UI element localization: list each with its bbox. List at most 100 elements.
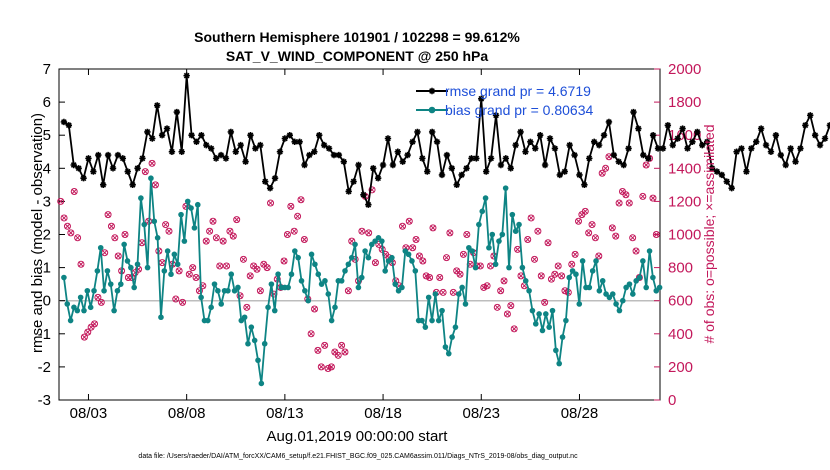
obs-possible-point: [267, 199, 275, 207]
y-tick-label: 6: [43, 94, 51, 111]
obs-possible-point: [212, 234, 220, 242]
obs-assimilated-point: [443, 254, 450, 261]
data-file-note: data file: /Users/raeder/DAI/ATM_forcXX/…: [138, 453, 578, 460]
bias-point: [522, 278, 529, 284]
obs-possible-point: [409, 244, 417, 252]
bias-point: [479, 208, 486, 215]
obs-assimilated-point: [524, 236, 531, 243]
bias-point: [248, 324, 255, 330]
obs-assimilated-point: [223, 263, 230, 269]
bias-point: [124, 258, 131, 264]
obs-assimilated-point: [342, 349, 348, 355]
obs-possible-point: [358, 227, 366, 235]
rmse-point: [610, 151, 618, 159]
obs-assimilated-point: [122, 231, 128, 238]
bias-point: [462, 301, 469, 307]
y2-tick-label: 0: [668, 392, 676, 409]
rmse-point: [492, 112, 500, 119]
bias-point: [178, 211, 184, 218]
obs-assimilated-point: [264, 264, 270, 271]
bias-point: [245, 340, 251, 347]
obs-assimilated-point: [507, 302, 514, 309]
rmse-point: [718, 171, 726, 179]
rmse-point: [728, 184, 735, 192]
obs-assimilated-point: [399, 223, 406, 230]
bias-point: [589, 268, 596, 274]
rmse-point: [424, 168, 431, 175]
obs-assimilated-point: [149, 160, 155, 167]
x-tick-label: 08/18: [364, 405, 402, 422]
rmse-point: [463, 165, 470, 172]
obs-possible-point: [443, 254, 451, 262]
obs-possible-point: [558, 272, 566, 280]
rmse-point: [674, 135, 681, 142]
rmse-point: [487, 155, 495, 162]
obs-assimilated-point: [220, 238, 226, 244]
rmse-point: [502, 155, 510, 162]
bias-point: [211, 281, 218, 287]
obs-possible-point: [324, 365, 332, 373]
obs-possible-point: [84, 328, 92, 336]
bias-point: [64, 301, 71, 307]
y-axis-left: -3 -2 -1 0 1 2 3 4 5 6 7: [38, 61, 65, 409]
rmse-point: [507, 165, 514, 172]
rmse-point: [188, 132, 195, 139]
obs-possible-point: [111, 234, 119, 242]
obs-assimilated-point: [67, 229, 74, 236]
rmse-point: [816, 141, 824, 149]
rmse-point: [399, 158, 406, 165]
rmse-point: [325, 145, 333, 152]
y2-tick-label: 800: [668, 260, 693, 277]
y-tick-label: 2: [43, 227, 51, 244]
rmse-point: [222, 155, 230, 162]
bias-point: [275, 271, 281, 278]
rmse-point: [129, 181, 136, 189]
obs-possible-point: [233, 216, 241, 224]
obs-assimilated-point: [345, 287, 352, 294]
obs-possible-point: [209, 217, 217, 225]
obs-assimilated-point: [311, 306, 318, 312]
bias-point: [379, 238, 385, 244]
obs-assimilated-point: [426, 274, 433, 281]
legend-rmse-label: rmse grand pr = 4.6719: [445, 83, 591, 99]
rmse-point: [124, 168, 131, 175]
obs-possible-point: [239, 255, 247, 263]
obs-assimilated-point: [430, 225, 436, 231]
rmse-point: [782, 161, 789, 169]
rmse-point: [679, 125, 686, 132]
x-tick-label: 08/08: [168, 405, 206, 422]
obs-possible-point: [497, 287, 505, 295]
obs-assimilated-point: [538, 273, 545, 279]
bias-point: [91, 287, 97, 294]
obs-possible-point: [642, 161, 650, 169]
bias-point: [549, 307, 556, 314]
rmse-point: [271, 175, 279, 182]
obs-possible-point: [189, 264, 197, 272]
rmse-point: [797, 145, 804, 152]
rmse-point: [419, 155, 426, 162]
obs-possible-point: [226, 227, 234, 235]
rmse-point: [90, 168, 97, 175]
obs-possible-point: [175, 267, 183, 275]
y-tick-label: 5: [43, 127, 51, 144]
obs-assimilated-point: [555, 263, 562, 269]
obs-assimilated-point: [318, 364, 325, 370]
obs-assimilated-point: [501, 277, 507, 284]
rmse-point: [365, 201, 372, 208]
obs-assimilated-point: [213, 234, 220, 241]
obs-assimilated-point: [338, 342, 345, 349]
bias-point: [636, 274, 643, 281]
obs-assimilated-point: [595, 253, 602, 259]
obs-assimilated-point: [440, 289, 446, 296]
obs-possible-point: [483, 282, 491, 290]
bias-point: [482, 195, 489, 201]
rmse-point: [517, 128, 524, 136]
bias-point: [61, 274, 67, 281]
obs-possible-point: [449, 288, 457, 296]
bias-point: [405, 251, 412, 258]
obs-assimilated-point: [71, 188, 78, 195]
obs-possible-point: [195, 287, 203, 295]
obs-possible-point: [439, 288, 447, 296]
bias-point: [87, 304, 94, 311]
bias-point: [144, 264, 151, 271]
